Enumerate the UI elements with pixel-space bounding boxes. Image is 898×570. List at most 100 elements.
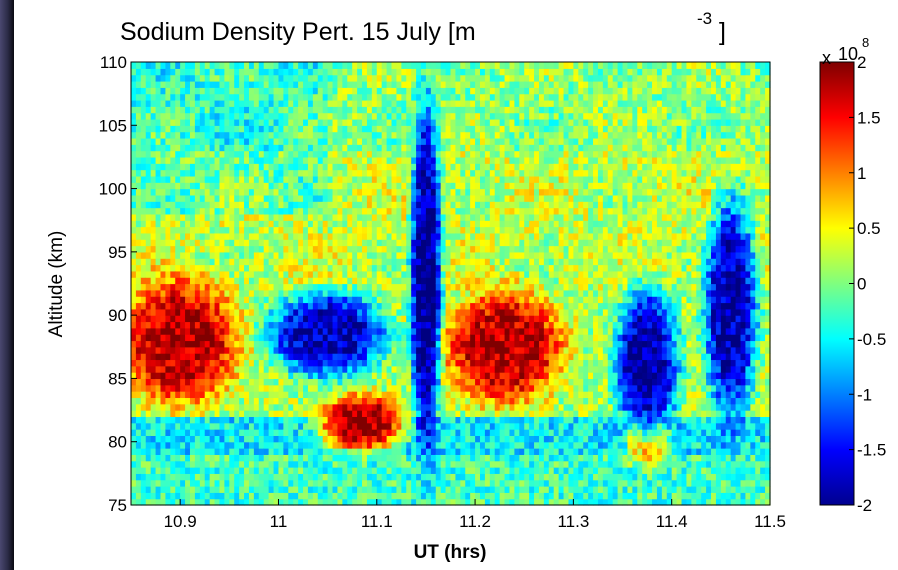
heatmap-cell: [322, 245, 329, 253]
heatmap-cell: [214, 251, 221, 259]
heatmap-cell: [307, 289, 314, 297]
heatmap-cell: [352, 403, 358, 411]
heatmap-cell: [199, 220, 206, 228]
heatmap-cell: [160, 454, 167, 462]
heatmap-cell: [391, 467, 398, 474]
heatmap-cell: [135, 251, 142, 259]
heatmap-cell: [273, 435, 280, 443]
heatmap-cell: [411, 308, 417, 316]
heatmap-cell: [180, 245, 186, 253]
heatmap-cell: [421, 308, 427, 316]
heatmap-cell: [455, 460, 461, 468]
heatmap-cell: [460, 384, 466, 392]
heatmap-cell: [386, 416, 393, 424]
heatmap-cell: [332, 416, 339, 424]
heatmap-cell: [170, 346, 176, 354]
heatmap-cell: [411, 175, 417, 183]
heatmap-cell: [204, 270, 211, 278]
heatmap-cell: [288, 346, 294, 354]
heatmap-cell: [248, 74, 255, 82]
heatmap-cell: [298, 289, 304, 297]
heatmap-cell: [411, 410, 417, 417]
heatmap-cell: [175, 62, 181, 69]
heatmap-cell: [229, 353, 235, 361]
heatmap-cell: [386, 372, 393, 380]
heatmap-cell: [180, 372, 186, 380]
heatmap-cell: [150, 302, 157, 310]
heatmap-cell: [199, 302, 206, 310]
heatmap-cell: [219, 486, 225, 493]
heatmap-cell: [475, 156, 481, 164]
heatmap-cell: [131, 270, 137, 278]
heatmap-cell: [317, 372, 324, 380]
heatmap-cell: [298, 391, 304, 399]
heatmap-cell: [445, 169, 452, 177]
heatmap-cell: [371, 422, 378, 430]
heatmap-cell: [357, 163, 363, 171]
heatmap-cell: [303, 289, 309, 297]
heatmap-cell: [381, 277, 388, 285]
heatmap-cell: [303, 68, 309, 76]
heatmap-cell: [160, 422, 167, 430]
heatmap-cell: [165, 410, 171, 417]
heatmap-cell: [475, 131, 481, 139]
heatmap-cell: [224, 384, 230, 392]
heatmap-cell: [189, 416, 196, 424]
heatmap-cell: [455, 302, 461, 310]
heatmap-cell: [244, 467, 250, 474]
heatmap-cell: [455, 112, 461, 120]
heatmap-cell: [239, 175, 245, 183]
heatmap-cell: [337, 150, 343, 158]
heatmap-cell: [376, 289, 383, 297]
heatmap-cell: [371, 340, 378, 348]
heatmap-cell: [258, 80, 265, 88]
heatmap-cell: [283, 479, 289, 487]
heatmap-cell: [204, 68, 211, 76]
heatmap-cell: [342, 454, 348, 462]
heatmap-cell: [170, 68, 176, 76]
heatmap-cell: [411, 429, 417, 436]
heatmap-cell: [199, 391, 206, 399]
heatmap-cell: [366, 410, 373, 417]
heatmap-cell: [244, 435, 250, 443]
heatmap-cell: [307, 99, 314, 107]
heatmap-cell: [189, 384, 196, 392]
heatmap-cell: [278, 441, 284, 449]
heatmap-cell: [366, 365, 373, 373]
heatmap-cell: [145, 68, 152, 76]
heatmap-cell: [253, 277, 260, 285]
heatmap-cell: [189, 232, 196, 240]
heatmap-cell: [244, 479, 250, 487]
heatmap-cell: [248, 137, 255, 145]
heatmap-cell: [465, 74, 471, 82]
heatmap-cell: [342, 435, 348, 443]
heatmap-cell: [421, 213, 427, 221]
heatmap-cell: [386, 232, 393, 240]
heatmap-cell: [317, 334, 324, 342]
heatmap-cell: [470, 245, 476, 253]
heatmap-cell: [224, 283, 230, 291]
heatmap-cell: [180, 251, 186, 259]
heatmap-cell: [155, 201, 162, 209]
heatmap-cell: [278, 156, 284, 164]
heatmap-cell: [425, 441, 432, 449]
heatmap-cell: [293, 68, 299, 76]
heatmap-cell: [288, 416, 294, 424]
heatmap-cell: [175, 327, 181, 335]
heatmap-cell: [465, 315, 471, 323]
heatmap-cell: [175, 245, 181, 253]
heatmap-cell: [234, 346, 240, 354]
heatmap-cell: [140, 372, 147, 380]
heatmap-cell: [303, 346, 309, 354]
heatmap-cell: [131, 258, 137, 266]
heatmap-cell: [244, 194, 250, 202]
heatmap-cell: [175, 359, 181, 367]
heatmap-cell: [268, 467, 275, 474]
heatmap-cell: [189, 226, 196, 234]
heatmap-cell: [229, 315, 235, 323]
heatmap-cell: [386, 182, 393, 190]
heatmap-cell: [470, 277, 476, 285]
heatmap-cell: [421, 321, 427, 329]
heatmap-cell: [145, 277, 152, 285]
heatmap-cell: [189, 372, 196, 380]
